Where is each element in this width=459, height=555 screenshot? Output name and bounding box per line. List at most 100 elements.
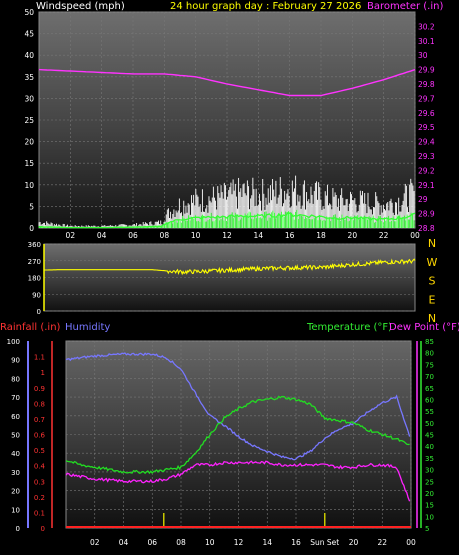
wind-x-tick-label: 14 (254, 231, 264, 240)
temp-x-tick-label: 12 (234, 538, 244, 547)
humidity-tick-label: 80 (11, 375, 20, 383)
wind-barometer-panel: 0 5 10 15 20 25 30 35 40 45 50 28.8 28.9 29 29.1 29.2 29… (24, 1, 443, 240)
wind-tick-label: 50 (24, 8, 34, 17)
direction-line (43, 258, 416, 276)
barometer-tick-label: 29.8 (418, 80, 435, 89)
direction-grid (44, 243, 415, 312)
direction-tick-label: 90 (32, 291, 41, 299)
temp-x-tick-label: 08 (176, 538, 186, 547)
humidity-tick-label: 70 (11, 394, 20, 402)
temp-x-tick-label: 22 (377, 538, 387, 547)
rainfall-tick-label: 1 (41, 369, 45, 377)
temp-x-tick-label: Sun Set (310, 538, 339, 547)
direction-tick-label: 180 (28, 275, 41, 283)
wind-tick-label: 15 (24, 159, 34, 168)
dewpoint-line (65, 460, 411, 502)
direction-tick-label: 270 (28, 258, 41, 266)
temp-x-tick-label: 14 (262, 538, 272, 547)
humidity-tick-label: 90 (11, 357, 20, 365)
barometer-tick-label: 28.8 (418, 224, 435, 233)
barometer-line (38, 68, 416, 97)
rainfall-tick-label: 0.8 (34, 400, 45, 408)
compass-label: N (428, 312, 436, 325)
humidity-tick-label: 10 (11, 506, 20, 514)
wind-x-tick-label: 08 (160, 231, 170, 240)
wind-x-tick-label: 10 (191, 231, 201, 240)
wind-axes: 0 5 10 15 20 25 30 35 40 45 50 28.8 28.9 29 29.1 29.2 29… (24, 8, 434, 240)
rainfall-tick-label: 0 (41, 525, 45, 533)
wind-tick-label: 10 (24, 181, 34, 190)
barometer-tick-label: 28.9 (418, 210, 435, 219)
temperature-tick-label: 70 (425, 373, 434, 381)
barometer-tick-label: 29 (418, 195, 428, 204)
wind-x-tick-label: 04 (97, 231, 107, 240)
dewpoint-axis-title: Dew Point (°F) (389, 322, 459, 333)
humidity-tick-label: 0 (16, 525, 20, 533)
temperature-tick-label: 65 (425, 385, 434, 393)
direction-tick-label: 360 (28, 241, 41, 249)
temperature-tick-label: 75 (425, 361, 434, 369)
temp-x-tick-label: 10 (205, 538, 215, 547)
barometer-tick-label: 29.7 (418, 94, 435, 103)
temp-x-tick-label: 00 (406, 538, 416, 547)
wind-x-tick-label: 16 (285, 231, 295, 240)
wind-x-tick-label: 18 (316, 231, 326, 240)
rainfall-tick-label: 0.9 (34, 385, 45, 393)
humidity-tick-label: 30 (11, 469, 20, 477)
rainfall-tick-label: 0.5 (34, 447, 45, 455)
compass-label: S (429, 275, 436, 288)
barometer-tick-label: 29.6 (418, 109, 435, 118)
temperature-tick-label: 40 (425, 443, 434, 451)
temp-x-tick-label: 04 (119, 538, 129, 547)
rainfall-tick-label: 0.1 (34, 509, 45, 517)
rainfall-tick-label: 0.7 (34, 416, 45, 424)
temperature-tick-label: 5 (425, 525, 429, 533)
direction-series (43, 258, 416, 276)
wind-x-tick-label: 02 (66, 231, 76, 240)
humidity-line (65, 352, 411, 461)
wind-tick-label: 40 (24, 51, 34, 60)
wind-tick-label: 45 (24, 30, 34, 39)
wind-x-tick-label: 06 (128, 231, 138, 240)
temperature-axis-title: Temperature (°F) (306, 322, 392, 333)
wind-x-tick-label: 22 (379, 231, 389, 240)
barometer-tick-label: 29.5 (418, 123, 435, 132)
direction-tick-label: 0 (37, 308, 41, 316)
wind-x-tick-label: 00 (410, 231, 420, 240)
wind-axis-title: Windspeed (mph) (36, 1, 125, 12)
barometer-tick-label: 29.4 (418, 138, 435, 147)
temp-humidity-panel: 010203040506070809010000.10.20.30.40.50.… (0, 322, 459, 547)
barometer-tick-label: 30.1 (418, 37, 435, 46)
temp-x-tick-label: 02 (90, 538, 100, 547)
barometer-tick-label: 29.2 (418, 166, 435, 175)
rainfall-tick-label: 0.3 (34, 478, 45, 486)
barometer-tick-label: 30.2 (418, 22, 435, 31)
temperature-tick-label: 15 (425, 502, 434, 510)
temperature-tick-label: 85 (425, 338, 434, 346)
barometer-axis-title: Barometer (.in) (367, 1, 443, 12)
wind-x-tick-label: 20 (348, 231, 358, 240)
wind-tick-label: 25 (24, 116, 34, 125)
humidity-tick-label: 40 (11, 450, 20, 458)
temp-x-tick-label: 20 (349, 538, 359, 547)
temperature-tick-label: 35 (425, 455, 434, 463)
barometer-tick-label: 29.3 (418, 152, 435, 161)
temperature-tick-label: 60 (425, 396, 434, 404)
humidity-tick-label: 60 (11, 413, 20, 421)
temperature-tick-label: 25 (425, 478, 434, 486)
wind-tick-label: 20 (24, 138, 34, 147)
temperature-line (65, 395, 410, 475)
temp-axes: 010203040506070809010000.10.20.30.40.50.… (7, 338, 434, 547)
barometer-tick-label: 29.1 (418, 181, 435, 190)
wind-tick-label: 5 (29, 202, 34, 211)
humidity-tick-label: 100 (7, 338, 20, 346)
temp-x-tick-label: 16 (291, 538, 301, 547)
rainfall-tick-label: 0.2 (34, 494, 45, 502)
compass-label: W (427, 256, 438, 269)
barometer-tick-label: 29.9 (418, 66, 435, 75)
temperature-tick-label: 55 (425, 408, 434, 416)
barometer-tick-label: 30 (418, 51, 428, 60)
